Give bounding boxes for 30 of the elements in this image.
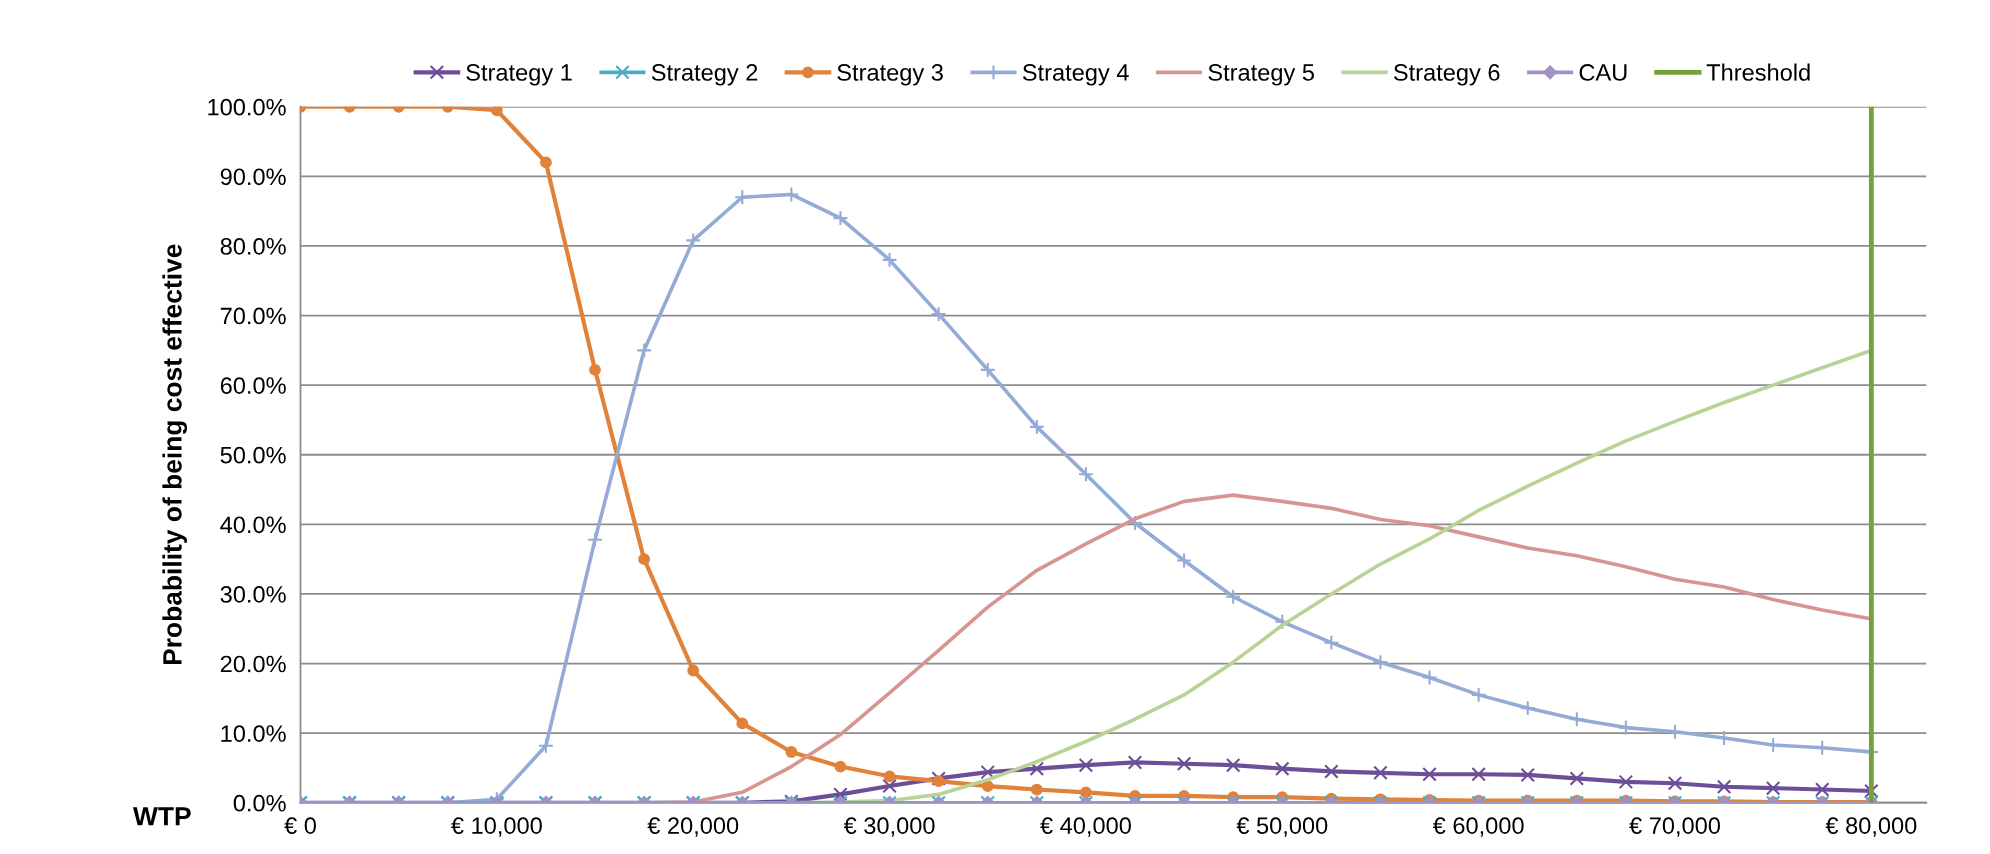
x-tick-label: € 60,000 xyxy=(1432,817,1524,837)
legend-label: CAU xyxy=(1579,64,1627,81)
legend-label: Strategy 2 xyxy=(651,64,758,86)
y-tick-label: 30.0% xyxy=(220,586,286,603)
y-tick-label: 40.0% xyxy=(220,516,286,534)
x-tick-label: € 50,000 xyxy=(1236,817,1328,837)
x-tick-label: € 40,000 xyxy=(1040,817,1131,837)
y-tick-label: 10.0% xyxy=(221,725,286,742)
x-tick-label: € 0 xyxy=(284,817,316,834)
y-tick-label: 60.0% xyxy=(220,377,286,394)
y-tick-label: 20.0% xyxy=(220,655,286,673)
legend-label: Strategy 3 xyxy=(837,64,943,86)
y-axis-title: Probability of being cost effective xyxy=(162,244,188,665)
y-tick-label: 70.0% xyxy=(220,307,286,325)
y-tick-label: 90.0% xyxy=(220,168,286,186)
x-tick-label: € 30,000 xyxy=(843,817,935,837)
x-tick-label: € 20,000 xyxy=(647,817,739,837)
x-tick-label: € 80,000 xyxy=(1825,817,1917,837)
y-tick-label: 50.0% xyxy=(220,446,286,464)
legend-label: Threshold xyxy=(1706,63,1810,81)
y-tick-label: 80.0% xyxy=(220,238,286,255)
x-axis-title: WTP xyxy=(133,807,191,826)
y-tick-label: 100.0% xyxy=(208,98,286,116)
legend-label: Strategy 5 xyxy=(1208,64,1314,86)
y-tick-label: 0.0% xyxy=(233,794,286,812)
legend-label: Strategy 1 xyxy=(466,64,572,86)
x-tick-label: € 70,000 xyxy=(1629,817,1721,837)
x-tick-label: € 10,000 xyxy=(451,817,542,837)
legend-label: Strategy 6 xyxy=(1393,64,1500,86)
legend-label: Strategy 4 xyxy=(1022,64,1129,86)
